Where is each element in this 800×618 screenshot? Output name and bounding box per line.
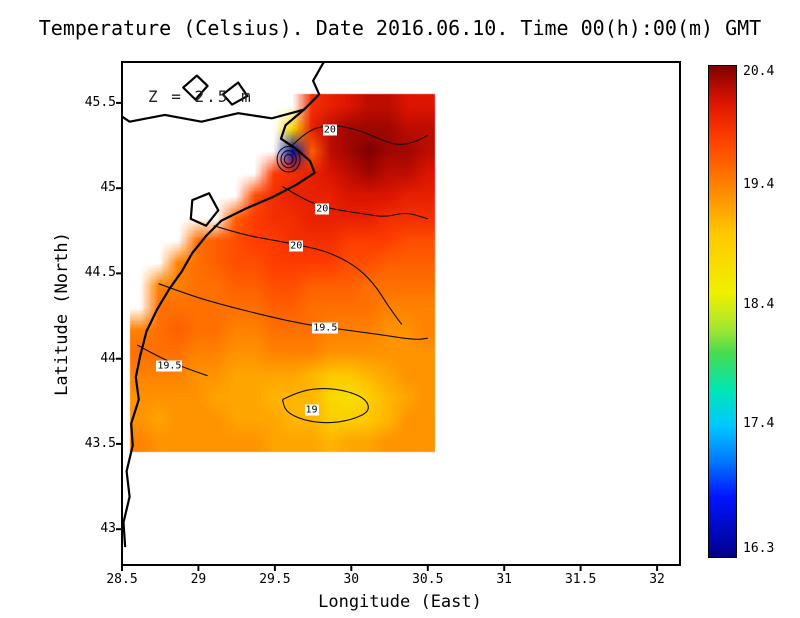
contour-label: 19.5 bbox=[156, 360, 183, 371]
x-tick-label: 31.5 bbox=[564, 572, 597, 587]
temperature-field-canvas bbox=[122, 62, 680, 565]
chart-title: Temperature (Celsius). Date 2016.06.10. … bbox=[38, 16, 762, 40]
colorbar-tick-label: 16.3 bbox=[743, 541, 775, 556]
y-tick-label: 45 bbox=[100, 180, 116, 196]
colorbar-tick-label: 20.4 bbox=[743, 64, 775, 79]
x-tick-label: 32 bbox=[649, 572, 665, 587]
colorbar-tick-label: 18.4 bbox=[743, 296, 775, 312]
contour-label: 19 bbox=[304, 404, 319, 416]
contour-label: 19.5 bbox=[312, 322, 339, 334]
y-tick-label: 43 bbox=[100, 521, 116, 537]
x-tick-label: 30.5 bbox=[412, 572, 444, 587]
x-tick-label: 30 bbox=[343, 572, 360, 587]
x-axis-label: Longitude (East) bbox=[318, 592, 482, 612]
y-tick-label: 43.5 bbox=[84, 435, 116, 451]
x-tick-label: 29.5 bbox=[259, 572, 291, 587]
contour-label: 20 bbox=[289, 240, 304, 252]
y-tick-label: 45.5 bbox=[84, 94, 116, 110]
y-axis-label: Latitude (North) bbox=[52, 232, 72, 396]
x-tick-label: 31 bbox=[496, 572, 513, 587]
x-tick-label: 28.5 bbox=[106, 572, 138, 587]
depth-annotation: Z = 2.5 m bbox=[148, 87, 253, 106]
colorbar-tick-label: 17.4 bbox=[743, 416, 775, 432]
y-tick-label: 44 bbox=[100, 350, 116, 366]
contour-label: 20 bbox=[322, 124, 337, 136]
contour-label: 20 bbox=[315, 203, 330, 215]
x-tick-label: 29 bbox=[190, 572, 207, 587]
colorbar-scale bbox=[708, 65, 737, 558]
colorbar-tick-label: 19.4 bbox=[743, 176, 775, 192]
y-tick-label: 44.5 bbox=[84, 265, 116, 281]
